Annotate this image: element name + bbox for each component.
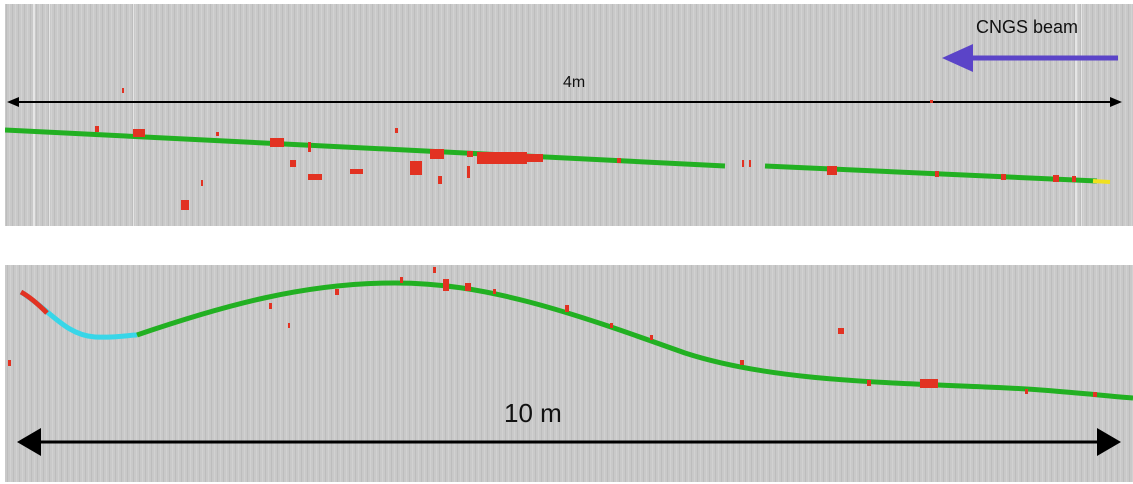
- event-display-bottom-canvas: [5, 265, 1133, 482]
- scale-label-10m: 10 m: [504, 398, 562, 428]
- event-display-bottom: 10 m: [5, 265, 1133, 482]
- muon-track-curved: [19, 280, 1133, 401]
- noise-streaks: [33, 4, 1082, 226]
- beam-label: CNGS beam: [976, 17, 1079, 37]
- event-display-top-canvas: [5, 4, 1133, 226]
- track-end-yellow: [1092, 179, 1111, 184]
- wire-noise-background: [5, 265, 1133, 482]
- hit-clusters: [95, 88, 1076, 210]
- scale-arrow-10m: [17, 428, 1121, 456]
- event-display-top: 4m: [5, 4, 1133, 226]
- hit-clusters: [8, 267, 1097, 397]
- muon-track: [5, 127, 1111, 184]
- wire-noise-background: [5, 4, 1133, 226]
- beam-direction-arrow: [942, 44, 1118, 72]
- scale-label-4m: 4m: [563, 74, 586, 91]
